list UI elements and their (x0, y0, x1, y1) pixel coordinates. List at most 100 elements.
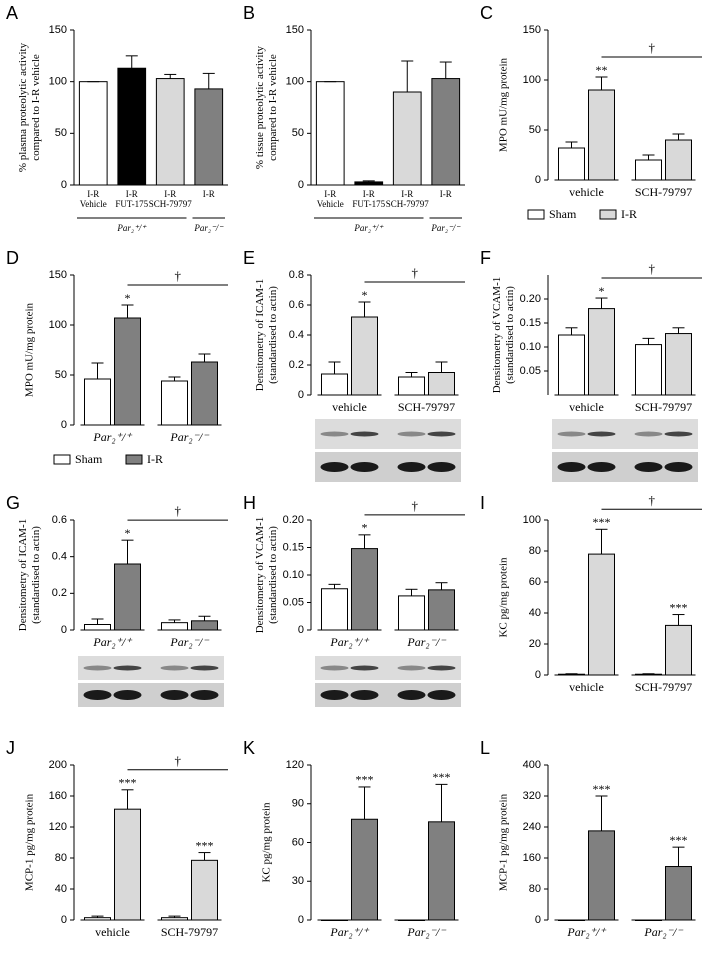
bar (191, 859, 218, 921)
bar (315, 81, 345, 186)
y-axis-label: compared to I-R vehicle (30, 54, 42, 161)
bar (398, 376, 425, 396)
y-axis-label: Densitometry of ICAM-1 (254, 279, 266, 391)
panel-letter: E (243, 248, 255, 268)
blot-band (83, 690, 112, 700)
category-label: I-R (401, 189, 413, 199)
category-label: SCH-79797 (635, 400, 692, 414)
blot-band (320, 431, 349, 437)
y-axis-label: Densitometry of ICAM-1 (17, 519, 29, 631)
legend-swatch (527, 209, 545, 220)
bar (665, 139, 692, 181)
bar (117, 67, 147, 186)
category-label: SCH-79797 (635, 185, 692, 199)
bar (114, 317, 141, 426)
y-tick-label: 50 (529, 124, 541, 136)
group-label: Par₂⁻/⁻ (430, 223, 461, 233)
blot-band (557, 431, 586, 437)
blot-band (664, 431, 693, 437)
y-tick-label: 150 (286, 24, 304, 36)
y-tick-label: 80 (529, 545, 541, 557)
blot-band (397, 690, 426, 700)
blot-band (320, 665, 349, 671)
blot-band (113, 665, 142, 671)
category-label: I-R (126, 189, 138, 199)
blot-band (427, 665, 456, 671)
y-tick-label: 50 (55, 127, 67, 139)
significance-marker: *** (670, 600, 688, 614)
western-blot-strip (552, 452, 698, 482)
category-label: Par₂⁺/⁺ (92, 430, 133, 444)
category-label: Par₂⁻/⁻ (169, 430, 210, 444)
y-axis-label: KC pg/mg protein (261, 802, 273, 883)
category-label: SCH-79797 (635, 680, 692, 694)
y-axis-label: Densitometry of VCAM-1 (491, 277, 503, 394)
bar (665, 624, 692, 676)
bar (321, 588, 348, 631)
bar (351, 316, 378, 396)
comparison-label: † (175, 753, 182, 768)
y-axis-label: (standardised to actin) (30, 526, 42, 624)
y-tick-label: 0.4 (52, 551, 67, 563)
bar (588, 308, 615, 396)
y-tick-label: 0.8 (289, 269, 304, 281)
y-tick-label: 0.10 (520, 341, 541, 353)
y-tick-label: 0.4 (289, 329, 304, 341)
y-axis-label: KC pg/mg protein (498, 557, 510, 638)
y-axis-label: (standardised to actin) (267, 286, 279, 384)
panel-letter: B (243, 3, 255, 23)
significance-marker: *** (196, 838, 214, 852)
category-label: vehicle (332, 400, 367, 414)
blot-band (397, 431, 426, 437)
y-tick-label: 120 (49, 821, 67, 833)
category-label: I-R (203, 189, 215, 199)
y-tick-label: 0.15 (283, 541, 304, 553)
y-tick-label: 0 (535, 914, 541, 926)
western-blot-strip (315, 419, 461, 449)
significance-marker: *** (670, 833, 688, 847)
blot-band (113, 690, 142, 700)
y-tick-label: 0 (61, 914, 67, 926)
y-tick-label: 120 (286, 759, 304, 771)
y-tick-label: 0 (61, 179, 67, 191)
bar (588, 830, 615, 921)
category-label: vehicle (569, 185, 604, 199)
y-tick-label: 0 (298, 179, 304, 191)
y-tick-label: 80 (529, 883, 541, 895)
category-label: FUT-175 (115, 199, 148, 209)
bar (665, 866, 692, 921)
y-tick-label: 160 (523, 852, 541, 864)
y-axis-label: % tissue proteolytic activity (254, 45, 266, 169)
y-axis-label: % plasma proteolytic activity (17, 42, 29, 172)
significance-marker: *** (593, 515, 611, 529)
category-label: Par₂⁻/⁻ (643, 925, 684, 939)
western-blot-strip (315, 452, 461, 482)
y-tick-label: 240 (523, 821, 541, 833)
category-label: Par₂⁺/⁺ (566, 925, 607, 939)
bar (428, 372, 455, 396)
comparison-label: † (175, 268, 182, 283)
significance-marker: *** (119, 776, 137, 790)
y-tick-label: 40 (55, 883, 67, 895)
y-tick-label: 80 (55, 852, 67, 864)
y-tick-label: 50 (55, 369, 67, 381)
significance-marker: *** (593, 782, 611, 796)
category-label: I-R (363, 189, 375, 199)
y-tick-label: 150 (49, 269, 67, 281)
y-tick-label: 60 (529, 576, 541, 588)
significance-marker: *** (433, 770, 451, 784)
y-tick-label: 100 (523, 74, 541, 86)
y-axis-label: compared to I-R vehicle (267, 54, 279, 161)
y-tick-label: 100 (49, 76, 67, 88)
comparison-label: † (412, 498, 419, 513)
y-axis-label: MCP-1 pg/mg protein (24, 793, 36, 891)
legend-label: Sham (549, 207, 577, 221)
panel-letter: D (6, 248, 19, 268)
y-tick-label: 100 (286, 76, 304, 88)
bar (351, 548, 378, 631)
y-tick-label: 100 (49, 319, 67, 331)
y-axis-label: (standardised to actin) (267, 526, 279, 624)
category-label: vehicle (569, 680, 604, 694)
western-blot-strip (78, 656, 224, 680)
